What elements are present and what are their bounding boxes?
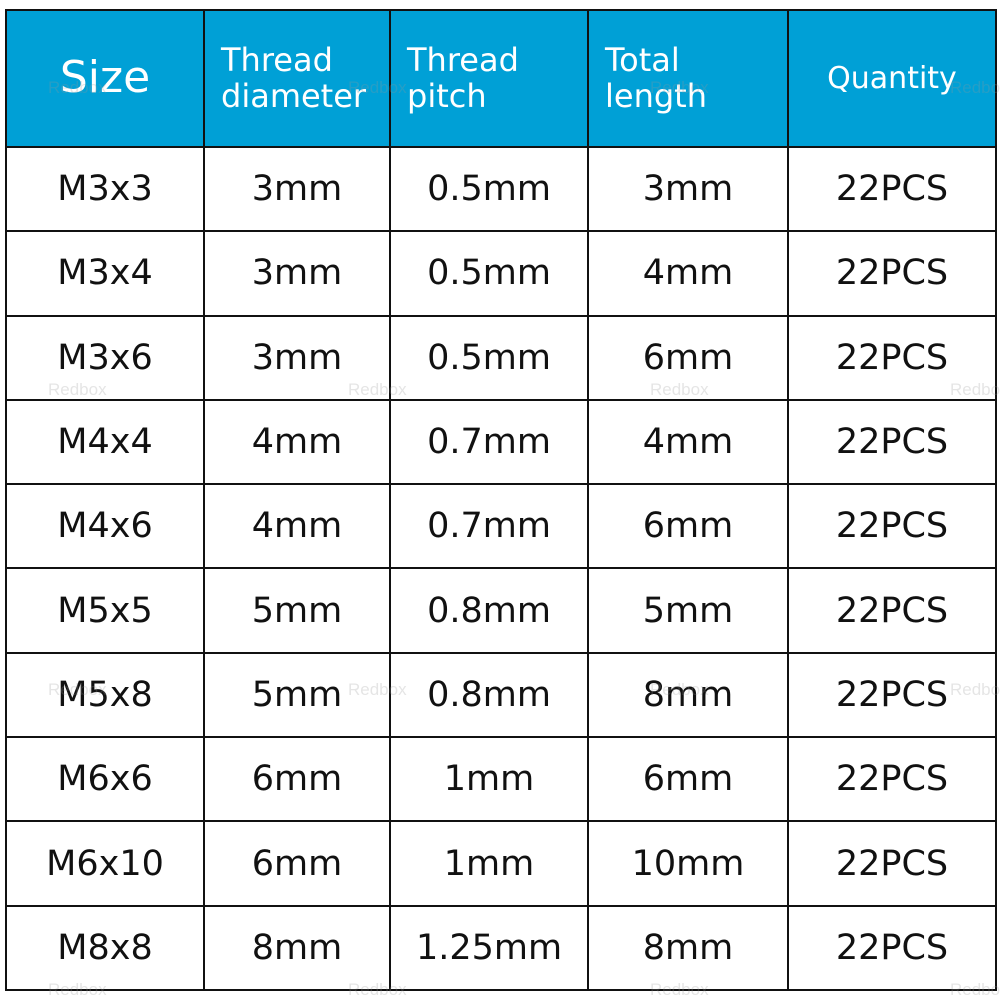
- cell-size: M6x10: [5, 820, 205, 907]
- cell-thread-diameter: 6mm: [203, 820, 391, 907]
- cell-quantity: 22PCS: [787, 820, 997, 907]
- cell-thread-diameter: 5mm: [203, 651, 391, 739]
- cell-total-length: 6mm: [587, 483, 789, 570]
- cell-size: M3x4: [5, 230, 205, 317]
- cell-thread-diameter: 3mm: [203, 314, 391, 401]
- cell-size: M6x6: [5, 736, 205, 823]
- cell-thread-pitch: 1.25mm: [389, 904, 589, 992]
- cell-thread-pitch: 0.7mm: [389, 398, 589, 486]
- cell-total-length: 4mm: [587, 230, 789, 317]
- size-spec-table: Size Thread diameter Thread pitch Total …: [5, 9, 997, 992]
- cell-total-length: 8mm: [587, 904, 789, 992]
- header-row: Size Thread diameter Thread pitch Total …: [5, 9, 997, 148]
- cell-total-length: 5mm: [587, 567, 789, 654]
- cell-quantity: 22PCS: [787, 398, 997, 486]
- cell-size: M5x8: [5, 651, 205, 739]
- cell-thread-pitch: 1mm: [389, 736, 589, 823]
- cell-thread-diameter: 3mm: [203, 145, 391, 233]
- cell-thread-diameter: 8mm: [203, 904, 391, 992]
- cell-size: M8x8: [5, 904, 205, 992]
- table-row: M3x3 3mm 0.5mm 3mm 22PCS: [5, 145, 997, 233]
- cell-quantity: 22PCS: [787, 567, 997, 654]
- table-row: M5x5 5mm 0.8mm 5mm 22PCS: [5, 567, 997, 654]
- cell-size: M5x5: [5, 567, 205, 654]
- cell-total-length: 3mm: [587, 145, 789, 233]
- header-size: Size: [5, 9, 205, 148]
- cell-total-length: 6mm: [587, 314, 789, 401]
- header-thread-diameter: Thread diameter: [203, 9, 391, 148]
- cell-quantity: 22PCS: [787, 651, 997, 739]
- cell-quantity: 22PCS: [787, 145, 997, 233]
- cell-size: M4x4: [5, 398, 205, 486]
- cell-thread-pitch: 0.7mm: [389, 483, 589, 570]
- table-row: M5x8 5mm 0.8mm 8mm 22PCS: [5, 651, 997, 739]
- cell-size: M3x6: [5, 314, 205, 401]
- header-thread-pitch: Thread pitch: [389, 9, 589, 148]
- cell-quantity: 22PCS: [787, 904, 997, 992]
- cell-total-length: 6mm: [587, 736, 789, 823]
- header-total-length: Total length: [587, 9, 789, 148]
- cell-size: M3x3: [5, 145, 205, 233]
- cell-size: M4x6: [5, 483, 205, 570]
- cell-thread-pitch: 0.8mm: [389, 567, 589, 654]
- table-row: M3x6 3mm 0.5mm 6mm 22PCS: [5, 314, 997, 401]
- cell-thread-pitch: 0.8mm: [389, 651, 589, 739]
- table-row: M6x6 6mm 1mm 6mm 22PCS: [5, 736, 997, 823]
- cell-total-length: 10mm: [587, 820, 789, 907]
- header-quantity: Quantity: [787, 9, 997, 148]
- cell-quantity: 22PCS: [787, 736, 997, 823]
- cell-total-length: 8mm: [587, 651, 789, 739]
- cell-thread-diameter: 3mm: [203, 230, 391, 317]
- cell-total-length: 4mm: [587, 398, 789, 486]
- cell-quantity: 22PCS: [787, 483, 997, 570]
- cell-thread-pitch: 0.5mm: [389, 145, 589, 233]
- cell-thread-diameter: 5mm: [203, 567, 391, 654]
- table-row: M6x10 6mm 1mm 10mm 22PCS: [5, 820, 997, 907]
- cell-quantity: 22PCS: [787, 230, 997, 317]
- table-row: M8x8 8mm 1.25mm 8mm 22PCS: [5, 904, 997, 992]
- table-row: M4x6 4mm 0.7mm 6mm 22PCS: [5, 483, 997, 570]
- cell-thread-pitch: 1mm: [389, 820, 589, 907]
- cell-thread-diameter: 4mm: [203, 398, 391, 486]
- cell-thread-pitch: 0.5mm: [389, 230, 589, 317]
- table-row: M3x4 3mm 0.5mm 4mm 22PCS: [5, 230, 997, 317]
- cell-thread-diameter: 4mm: [203, 483, 391, 570]
- cell-thread-diameter: 6mm: [203, 736, 391, 823]
- cell-thread-pitch: 0.5mm: [389, 314, 589, 401]
- cell-quantity: 22PCS: [787, 314, 997, 401]
- table-row: M4x4 4mm 0.7mm 4mm 22PCS: [5, 398, 997, 486]
